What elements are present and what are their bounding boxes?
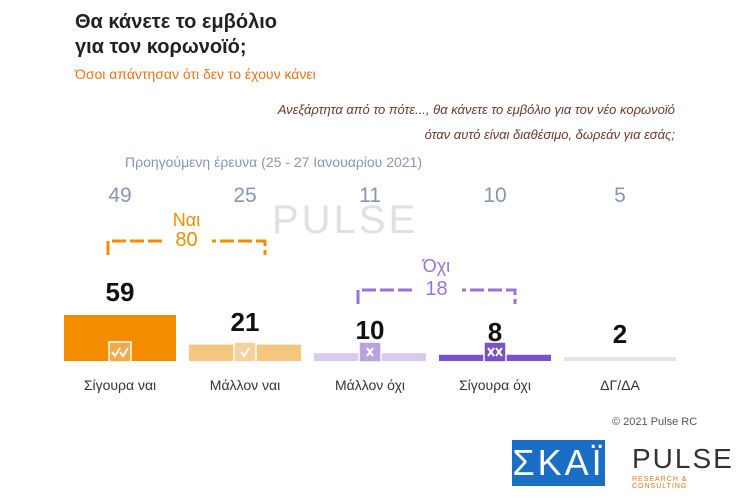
chart-title: Θα κάνετε το εμβόλιο για τον κορωνοϊό;: [75, 10, 277, 60]
icon: [483, 341, 507, 363]
category-label: Σίγουρα όχι: [458, 377, 532, 393]
category-label: ΔΓ/ΔΑ: [600, 377, 640, 393]
watermark: PULSE: [272, 198, 419, 242]
icon: [233, 341, 257, 363]
bar: [564, 357, 676, 361]
category-label: Σίγουρα ναι: [83, 377, 157, 393]
icon-check: [240, 347, 250, 358]
icon-cross: [487, 347, 495, 357]
title-line: Θα κάνετε το εμβόλιο: [75, 11, 277, 33]
icon-check: [111, 347, 121, 358]
group-label: Όχι: [422, 256, 451, 276]
group-value: 18: [411, 278, 462, 301]
icon-check: [119, 347, 129, 358]
group-label: Ναι: [172, 210, 201, 230]
icon-cross: [366, 347, 374, 357]
logo-skai: ΣΚΑΪ: [512, 440, 605, 486]
previous-value: 25: [233, 184, 257, 207]
logo-pulse: PULSE: [632, 443, 734, 474]
previous-value: 11: [359, 184, 381, 207]
question-line: Ανεξάρτητα από το πότε..., θα κάνετε το …: [277, 102, 675, 117]
legend-entry: Προηγούμενη έρευνα (25 - 27 Ιανουαρίου 2…: [125, 154, 423, 170]
category-label: Μάλλον ναι: [209, 377, 281, 393]
subtitle: Όσοι απάντησαν ότι δεν το έχουν κάνει: [75, 66, 316, 82]
previous-value: 10: [483, 184, 507, 207]
previous-value: 5: [614, 184, 626, 207]
icon-cross: [495, 347, 503, 357]
title-line: για τον κορωνοϊό;: [75, 36, 247, 58]
logo-pulse-sub: RESEARCH & CONSULTING: [632, 476, 688, 490]
previous-value: 49: [108, 184, 132, 207]
question-line: όταν αυτό είναι διαθέσιμο, δωρεάν για εσ…: [424, 127, 675, 142]
value-label: 10: [355, 315, 385, 346]
value-label: 21: [230, 306, 260, 337]
value-label: 8: [487, 316, 503, 347]
value-label: 2: [612, 319, 628, 349]
copyright: © 2021 Pulse RC: [612, 416, 698, 428]
group-value: 80: [161, 229, 212, 252]
value-label: 59: [105, 276, 135, 307]
category-label: Μάλλον όχι: [334, 377, 406, 393]
